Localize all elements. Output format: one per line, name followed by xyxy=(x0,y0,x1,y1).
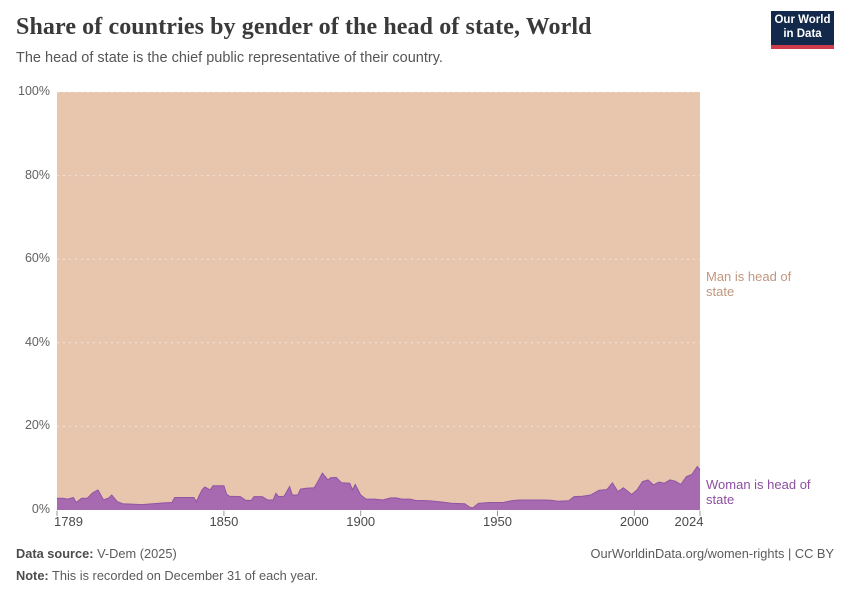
stacked-area-chart[interactable] xyxy=(56,91,706,517)
y-axis-label: 60% xyxy=(24,251,50,266)
data-source-value: V-Dem (2025) xyxy=(93,546,177,561)
chart-subtitle: The head of state is the chief public re… xyxy=(16,50,443,66)
x-axis-label: 1950 xyxy=(483,514,512,529)
chart-title: Share of countries by gender of the head… xyxy=(16,14,592,40)
owid-link[interactable]: OurWorldinData.org/women-rights | CC BY xyxy=(590,546,834,561)
area-woman xyxy=(57,466,700,510)
y-axis-label: 40% xyxy=(24,334,50,349)
y-axis-label: 0% xyxy=(31,502,50,516)
data-source-label: Data source: xyxy=(16,546,94,561)
area-woman-edge xyxy=(57,465,701,509)
y-axis-label: 80% xyxy=(24,167,50,182)
chart-header: Share of countries by gender of the head… xyxy=(16,14,834,66)
y-axis: 100% 80% 60% 40% 20% 0% xyxy=(0,84,50,516)
area-man xyxy=(57,92,700,510)
series-label-man: Man is head of state xyxy=(706,269,792,300)
series-label-woman: Woman is head of state xyxy=(706,477,811,508)
y-axis-label: 100% xyxy=(18,84,50,98)
note-label: Note: xyxy=(16,568,49,583)
x-axis-label: 1900 xyxy=(346,514,376,529)
y-axis-label: 20% xyxy=(24,418,50,433)
x-axis-label: 1789 xyxy=(54,514,83,529)
x-axis-label: 2024 xyxy=(674,514,704,529)
owid-logo-line2: in Data xyxy=(783,28,822,40)
x-axis-label: 2000 xyxy=(619,514,649,529)
x-axis: 1789 1850 1900 1950 2000 2024 xyxy=(54,514,706,534)
x-axis-label: 1850 xyxy=(209,514,239,529)
chart-footer: Data source: V-Dem (2025) OurWorldinData… xyxy=(16,546,834,583)
plot-area[interactable] xyxy=(56,91,701,516)
data-source-line: Data source: V-Dem (2025) xyxy=(16,546,177,561)
owid-logo[interactable]: Our World in Data xyxy=(771,11,834,49)
note-line: Note: This is recorded on December 31 of… xyxy=(16,568,834,583)
owid-logo-line1: Our World xyxy=(774,14,831,27)
note-value: This is recorded on December 31 of each … xyxy=(48,568,319,583)
